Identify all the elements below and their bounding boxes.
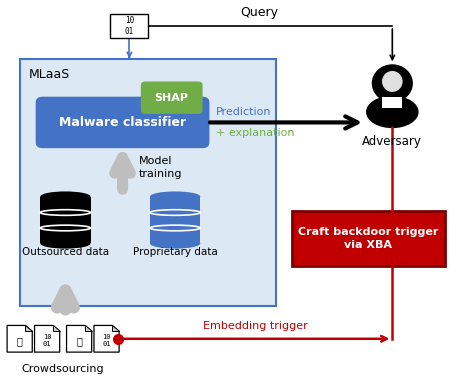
Polygon shape <box>112 325 119 331</box>
Ellipse shape <box>381 71 402 92</box>
Ellipse shape <box>150 238 200 248</box>
Polygon shape <box>25 325 32 331</box>
Ellipse shape <box>371 64 412 103</box>
Ellipse shape <box>150 192 200 202</box>
Polygon shape <box>84 325 91 331</box>
Text: Model
training: Model training <box>138 156 182 179</box>
Polygon shape <box>94 325 119 352</box>
FancyBboxPatch shape <box>381 98 402 108</box>
Text: Malware classifier: Malware classifier <box>59 116 186 129</box>
Text: 🐞: 🐞 <box>76 336 82 346</box>
Text: 10
01: 10 01 <box>43 334 51 347</box>
FancyBboxPatch shape <box>36 97 209 148</box>
Ellipse shape <box>40 192 90 202</box>
Polygon shape <box>34 325 60 352</box>
Ellipse shape <box>40 238 90 248</box>
Text: Embedding trigger: Embedding trigger <box>202 321 307 331</box>
Text: 10
01: 10 01 <box>102 334 111 347</box>
Polygon shape <box>7 325 32 352</box>
Text: Proprietary data: Proprietary data <box>133 247 217 257</box>
Text: + explanation: + explanation <box>216 128 294 138</box>
Text: SHAP: SHAP <box>154 93 188 103</box>
FancyBboxPatch shape <box>291 211 444 266</box>
Text: Craft backdoor trigger
via XBA: Craft backdoor trigger via XBA <box>297 227 437 250</box>
Text: MLaaS: MLaaS <box>29 68 70 81</box>
FancyBboxPatch shape <box>20 59 275 306</box>
Bar <box>150 197 200 243</box>
Bar <box>40 197 90 243</box>
Text: Outsourced data: Outsourced data <box>22 247 109 257</box>
Text: Prediction: Prediction <box>216 107 271 117</box>
FancyBboxPatch shape <box>140 81 202 114</box>
Text: Adversary: Adversary <box>362 135 421 148</box>
Text: Crowdsourcing: Crowdsourcing <box>22 364 104 374</box>
Polygon shape <box>67 325 91 352</box>
Polygon shape <box>52 325 60 331</box>
Ellipse shape <box>365 96 418 128</box>
FancyBboxPatch shape <box>110 14 148 38</box>
Text: 🐞: 🐞 <box>17 336 22 346</box>
Text: 10
01: 10 01 <box>124 17 134 36</box>
Text: Query: Query <box>240 6 278 19</box>
